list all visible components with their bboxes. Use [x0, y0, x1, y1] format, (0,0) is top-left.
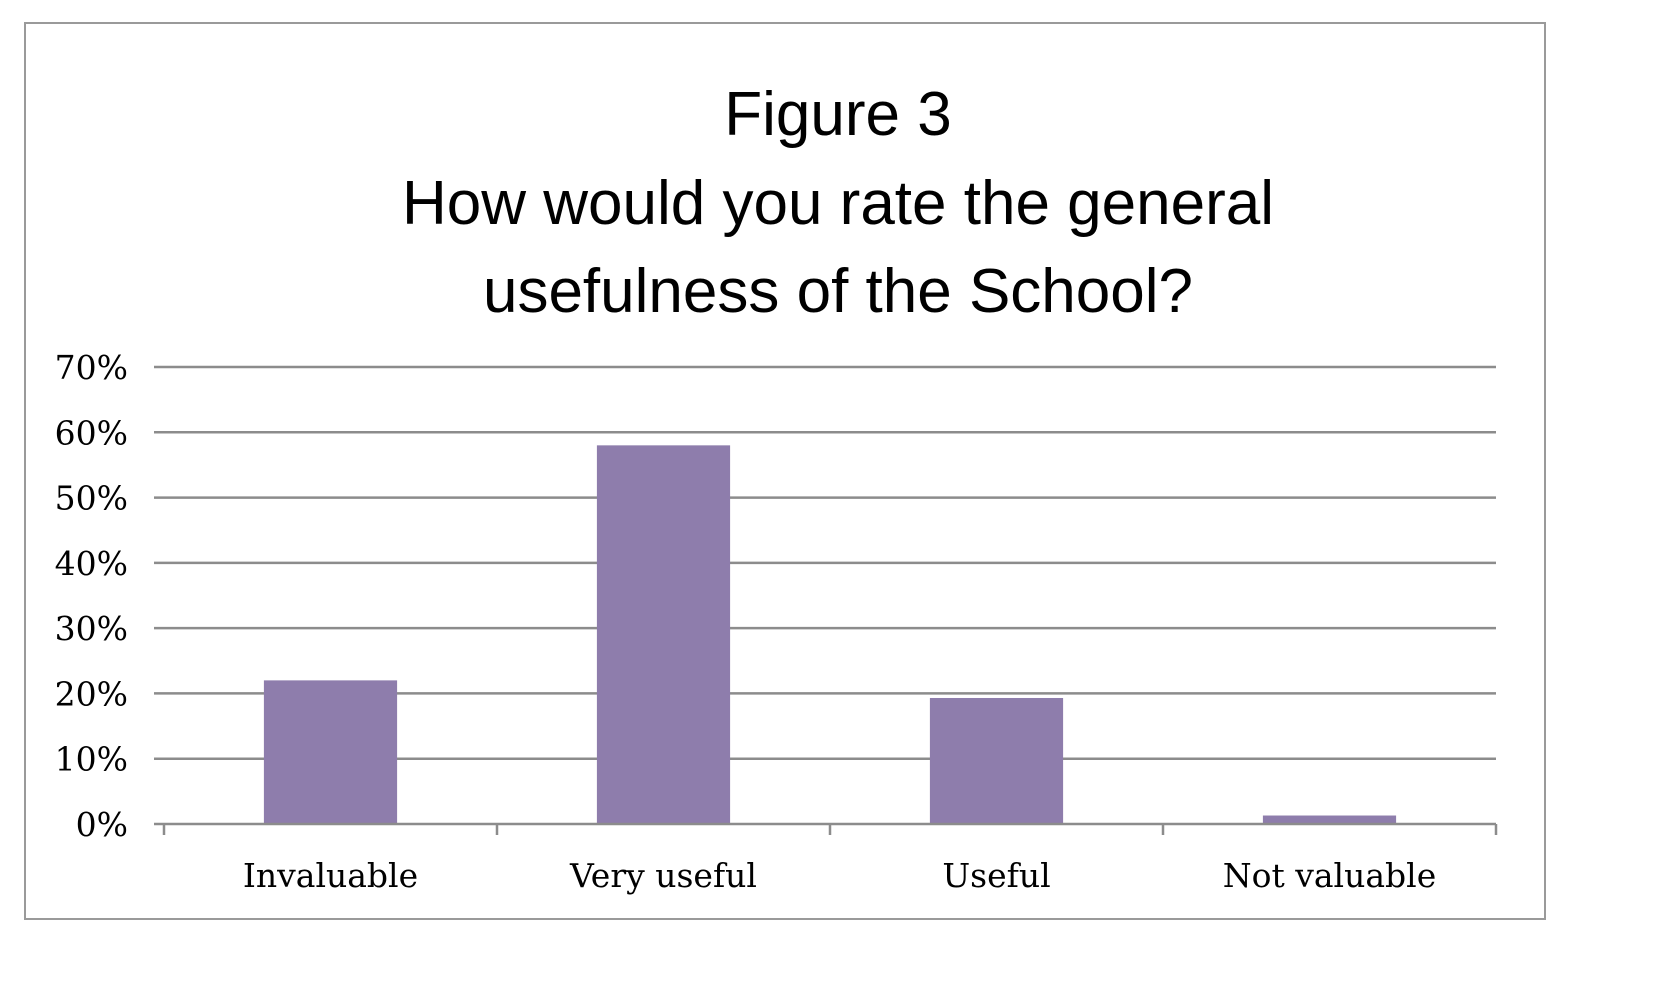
y-tick-label: 10% [55, 740, 128, 779]
y-tick-label: 70% [55, 348, 128, 387]
x-category-label: Invaluable [243, 856, 418, 895]
bar [596, 445, 731, 824]
x-category-label: Very useful [569, 856, 757, 895]
chart-title-line-1: Figure 3 [724, 80, 951, 149]
y-tick-label: 50% [55, 479, 128, 518]
y-tick-label: 40% [55, 544, 128, 583]
chart-title-line-3: usefulness of the School? [483, 257, 1193, 326]
chart-title-line-2: How would you rate the general [402, 169, 1274, 238]
bar [1262, 815, 1397, 824]
y-tick-label: 30% [55, 609, 128, 648]
bar [929, 697, 1064, 824]
chart-title: Figure 3 How would you rate the general … [402, 80, 1274, 326]
y-tick-label: 0% [76, 805, 128, 844]
y-tick-label: 20% [55, 674, 128, 713]
y-tick-label: 60% [55, 413, 128, 452]
x-axis-categories: Invaluable Very useful Useful Not valuable [243, 856, 1436, 895]
x-category-label: Not valuable [1223, 856, 1437, 895]
bars [263, 445, 1397, 824]
bar [263, 680, 398, 824]
y-axis-ticks: 0% 10% 20% 30% 40% 50% 60% 70% [55, 348, 128, 844]
x-axis [154, 822, 1498, 835]
x-category-label: Useful [942, 856, 1050, 895]
